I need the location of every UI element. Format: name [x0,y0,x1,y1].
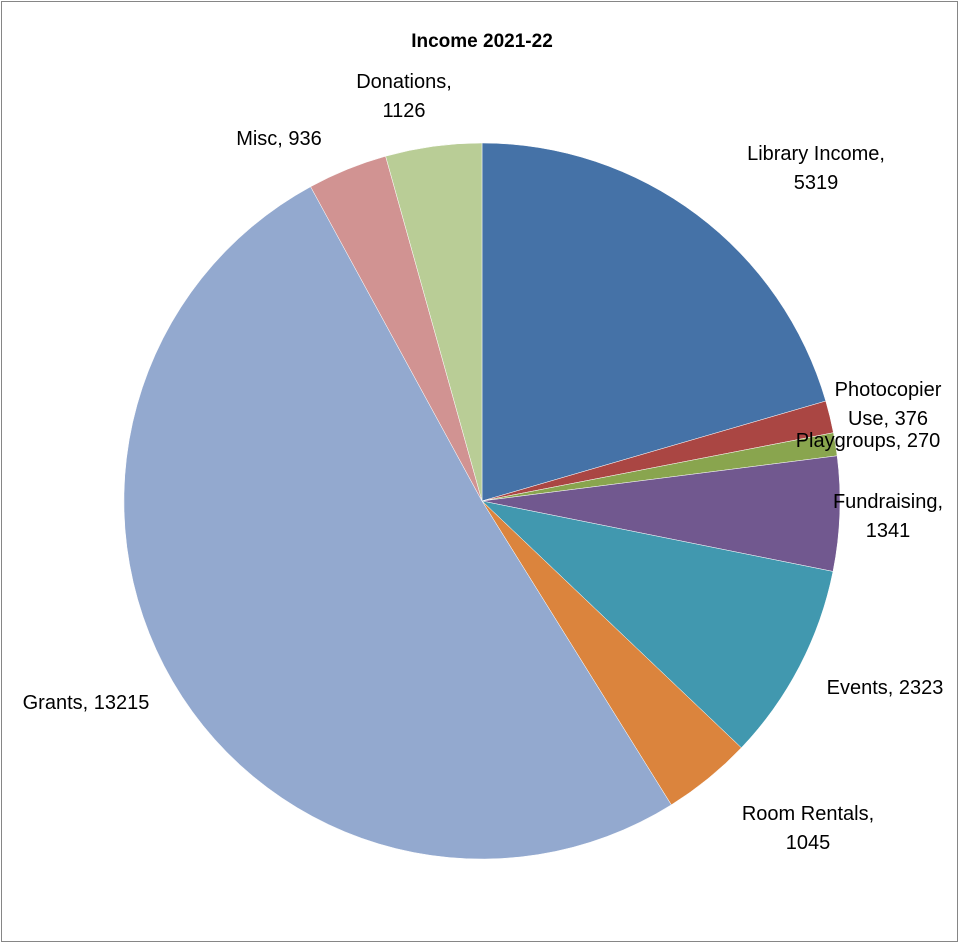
data-label-line: Use, 376 [848,408,928,430]
data-label-donations: Donations, 1126 [356,71,452,122]
data-label-line: 1126 [382,100,425,122]
data-labels: Library Income, 5319 Photocopier Use, 376Pl… [23,71,944,854]
data-label-line: 1045 [786,832,831,854]
data-label-line: Misc, 936 [236,128,322,150]
data-label-room-rentals: Room Rentals, 1045 [742,803,874,854]
chart-title: Income 2021-22 [411,31,553,52]
data-label-library-income: Library Income, 5319 [747,143,885,194]
data-label-grants: Grants, 13215 [23,692,150,714]
data-label-misc: Misc, 936 [236,128,322,150]
data-label-events: Events, 2323 [827,677,944,699]
pie-slice-grants [123,186,672,860]
pie-slice-events [481,500,834,749]
data-label-line: Grants, 13215 [23,692,150,714]
data-label-line: 1341 [866,520,911,542]
pie-slice-library-income [481,142,827,502]
data-label-line: Photocopier [835,379,942,401]
data-label-line: Room Rentals, [742,803,874,825]
data-label-line: 5319 [794,172,839,194]
data-label-line: Library Income, [747,143,885,165]
data-label-playgroups: Playgroups, 270 [796,430,941,452]
data-label-line: Donations, [356,71,452,93]
data-label-fundraising: Fundraising, 1341 [833,491,943,542]
data-label-line: Playgroups, 270 [796,430,941,452]
data-label-line: Fundraising, [833,491,943,513]
data-label-line: Events, 2323 [827,677,944,699]
pie-slice-donations [385,142,483,502]
data-label-photocopier-use: Photocopier Use, 376 [835,379,942,430]
pie-slices [123,142,841,860]
